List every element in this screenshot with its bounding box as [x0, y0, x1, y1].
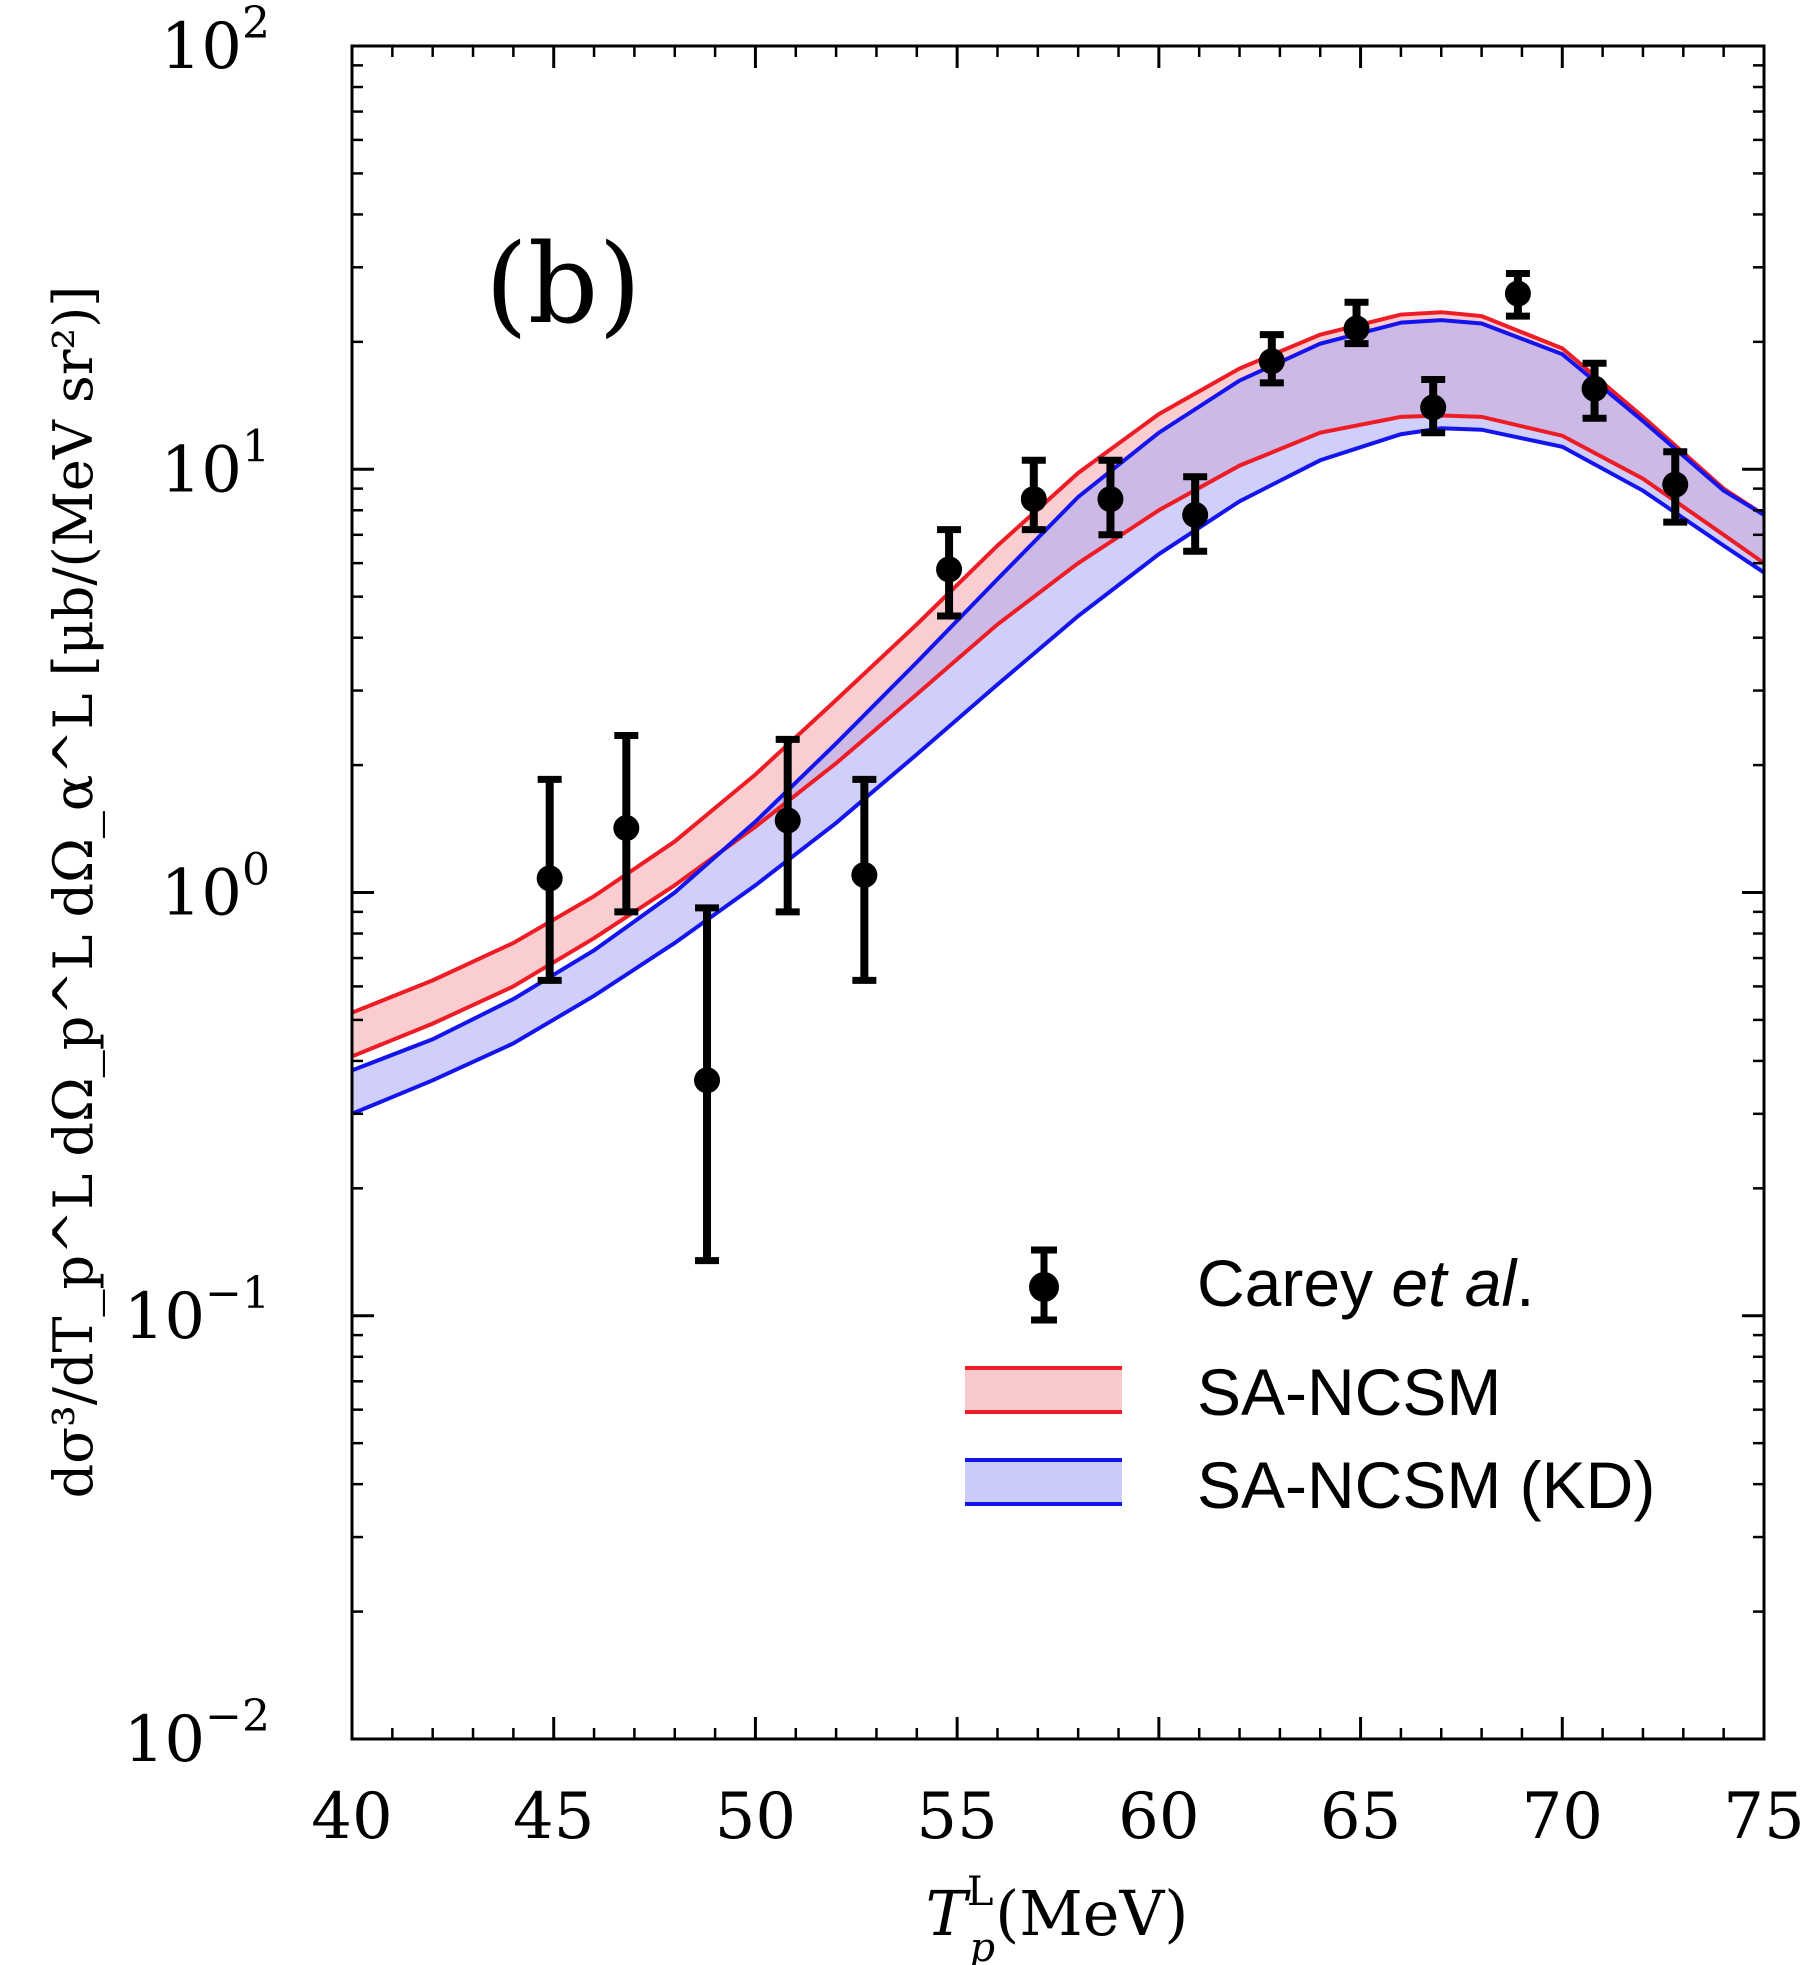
y-tick-label: 10−1 [124, 1268, 270, 1354]
legend-label-sa-ncsm: SA-NCSM [1197, 1355, 1501, 1429]
legend-label-sa-ncsm-kd: SA-NCSM (KD) [1197, 1448, 1655, 1522]
data-marker [1182, 501, 1209, 528]
data-marker [1020, 486, 1047, 513]
band-upper-line-sa-ncsm-kd [352, 318, 1764, 1073]
data-point-2 [694, 904, 721, 1265]
data-point-12 [1504, 270, 1531, 320]
data-marker [1097, 486, 1124, 513]
legend-label-carey: Carey et al. [1197, 1246, 1534, 1320]
data-marker [1420, 394, 1447, 421]
data-marker [694, 1067, 721, 1094]
data-marker [936, 556, 963, 583]
data-point-13 [1581, 359, 1608, 422]
data-point-3 [774, 735, 801, 916]
y-tick-label: 10−2 [124, 1691, 270, 1777]
data-point-8 [1182, 473, 1209, 555]
data-point-4 [851, 775, 878, 984]
y-tick-label: 100 [161, 845, 270, 931]
data-point-0 [536, 775, 563, 984]
y-axis-label: dσ³/dT_p^L dΩ_p^L dΩ_α^L [μb/(MeV sr²)] [42, 286, 105, 1499]
x-axis-label-sub: p [969, 1925, 995, 1965]
x-tick-label: 75 [1723, 1780, 1800, 1854]
x-axis-label-unit: (MeV) [995, 1877, 1188, 1950]
data-point-5 [936, 526, 963, 620]
data-marker [1258, 348, 1285, 375]
data-points-layer [536, 270, 1689, 1265]
x-tick-label: 55 [916, 1780, 997, 1854]
x-tick-label: 70 [1522, 1780, 1603, 1854]
x-axis-label-base: T [926, 1877, 972, 1950]
data-point-1 [613, 731, 640, 916]
data-marker [536, 865, 563, 892]
band-fill-sa-ncsm [352, 312, 1764, 1057]
panel-label: (b) [485, 220, 641, 348]
data-point-10 [1343, 298, 1370, 348]
data-marker [613, 815, 640, 842]
band-lower-line-sa-ncsm-kd [352, 426, 1764, 1116]
x-tick-label: 65 [1320, 1780, 1401, 1854]
x-tick-label: 40 [311, 1780, 392, 1854]
legend-entry-sa-ncsm: SA-NCSM [965, 1355, 1501, 1429]
y-tick-label: 101 [161, 421, 270, 507]
legend: Carey et al. SA-NCSM SA-NCSM (KD) [965, 1246, 1655, 1522]
x-axis-label-sup: L [967, 1869, 994, 1915]
y-axis-ticks: 10−2 10−1 100 101 102 [124, 0, 1764, 1777]
x-tick-label: 50 [715, 1780, 796, 1854]
data-marker [1343, 315, 1370, 342]
x-tick-label: 45 [513, 1780, 594, 1854]
x-axis-ticks: 40 45 50 55 60 65 70 75 [311, 46, 1800, 1854]
legend-entry-sa-ncsm-kd: SA-NCSM (KD) [965, 1448, 1655, 1522]
data-marker [1581, 375, 1608, 402]
data-point-7 [1097, 456, 1124, 539]
x-axis-label: TL p(MeV) [926, 1869, 1189, 1965]
y-tick-label: 102 [161, 0, 270, 84]
data-point-6 [1020, 456, 1047, 534]
data-marker [774, 807, 801, 834]
data-marker [1662, 471, 1689, 498]
band-upper-line-sa-ncsm [352, 310, 1764, 1015]
data-point-14 [1662, 448, 1689, 526]
x-tick-label: 60 [1118, 1780, 1199, 1854]
band-fill-sa-ncsm-kd [352, 320, 1764, 1114]
data-marker [851, 861, 878, 888]
legend-entry-carey: Carey et al. [1029, 1246, 1534, 1324]
band-layer [352, 310, 1764, 1116]
data-point-9 [1258, 331, 1285, 387]
data-marker [1504, 280, 1531, 307]
data-point-11 [1420, 375, 1447, 437]
